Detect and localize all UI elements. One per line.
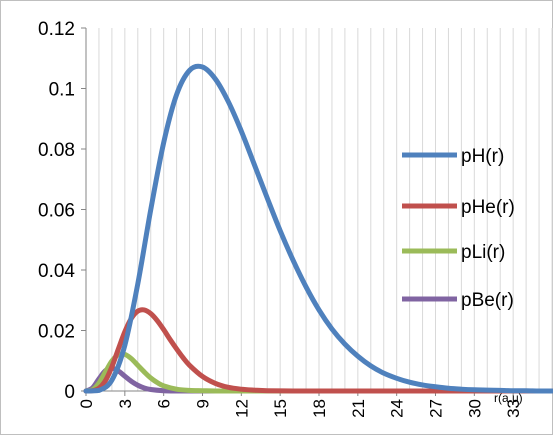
y-tick-label: 0.04 — [38, 261, 75, 282]
x-tick-label: 21 — [349, 399, 368, 418]
x-tick-label: 3 — [116, 399, 135, 408]
x-tick-label: 33 — [504, 399, 523, 418]
x-tick-labels: 0 3 6 9 12 15 18 21 24 27 30 33 — [77, 391, 523, 418]
x-tick-label: 27 — [427, 399, 446, 418]
x-tick-label: 30 — [465, 399, 484, 418]
legend-label-plir: pLi(r) — [461, 242, 505, 263]
legend: pH(r) pHe(r) pLi(r) pBe(r) — [402, 146, 515, 311]
x-tick-label: 15 — [271, 399, 290, 418]
legend-label-pher: pHe(r) — [461, 197, 515, 218]
y-tick-label: 0 — [64, 382, 75, 403]
legend-label-pber: pBe(r) — [461, 290, 514, 311]
y-tick-label: 0.1 — [49, 80, 75, 101]
gridlines — [98, 28, 553, 391]
x-tick-label: 6 — [155, 399, 174, 408]
x-tick-label: 18 — [310, 399, 329, 418]
legend-label-phr: pH(r) — [461, 146, 504, 167]
x-tick-label: 0 — [77, 399, 96, 408]
series-line-pher — [83, 307, 553, 394]
y-tick-label: 0.06 — [38, 201, 75, 222]
y-tick-label: 0.08 — [38, 140, 75, 161]
y-tick-label: 0.12 — [38, 19, 75, 40]
x-axis-label: r(a.u) — [494, 391, 523, 405]
y-tick-label: 0.02 — [38, 322, 75, 343]
x-tick-label: 9 — [194, 399, 213, 408]
x-tick-label: 12 — [232, 399, 251, 418]
series-line-phr — [83, 63, 553, 394]
x-tick-label: 24 — [388, 399, 407, 418]
data-series — [83, 63, 553, 394]
y-tick-labels: 0 0.02 0.04 0.06 0.08 0.1 0.12 — [38, 19, 86, 403]
